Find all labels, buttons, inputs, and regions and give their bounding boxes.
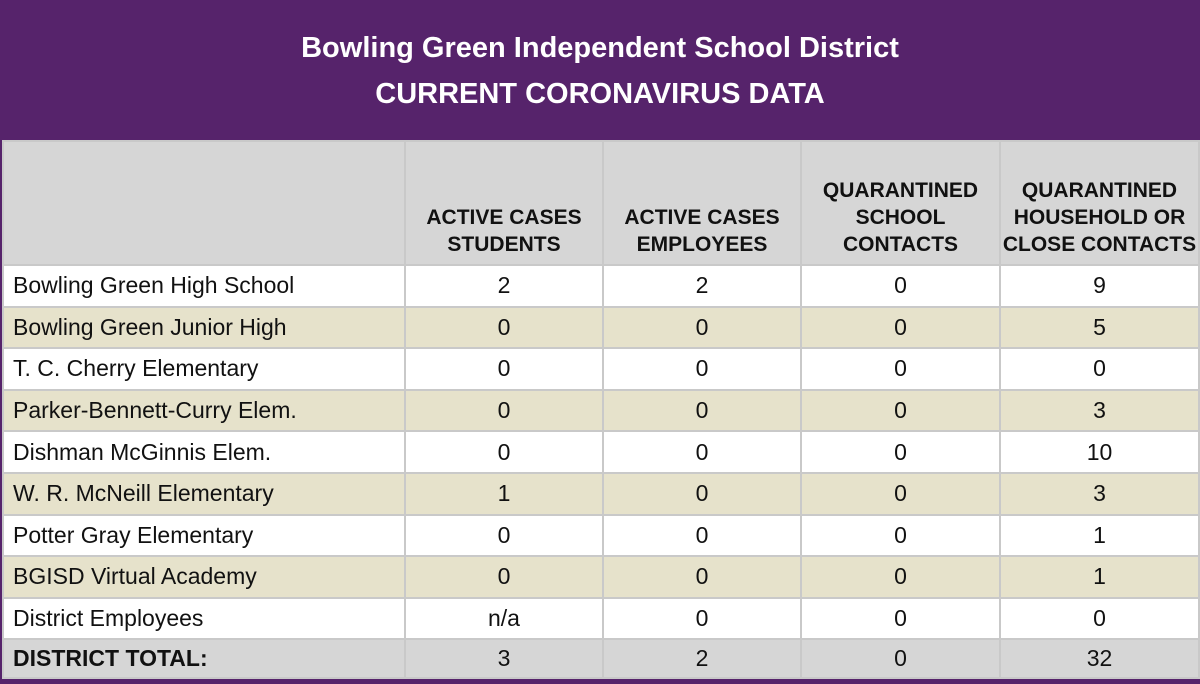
table-row: Parker-Bennett-Curry Elem. 0 0 0 3 (2, 388, 1200, 433)
table-row: Dishman McGinnis Elem. 0 0 0 10 (2, 430, 1200, 474)
active-students-cell: 1 (404, 471, 604, 516)
school-name: Bowling Green Junior High (2, 305, 406, 350)
school-contacts-cell: 0 (800, 596, 1001, 641)
school-contacts-cell: 0 (800, 430, 1001, 474)
school-name: Bowling Green High School (2, 264, 406, 308)
school-contacts-cell: 0 (800, 305, 1001, 350)
school-name: Dishman McGinnis Elem. (2, 430, 406, 474)
active-students-cell: 0 (404, 513, 604, 558)
household-contacts-cell: 3 (999, 471, 1200, 516)
school-name: District Employees (2, 596, 406, 641)
table-row: District Employees n/a 0 0 0 (2, 596, 1200, 641)
school-contacts-cell: 0 (800, 388, 1001, 433)
active-employees-cell: 0 (602, 555, 802, 599)
household-contacts-cell: 3 (999, 388, 1200, 433)
school-name: Parker-Bennett-Curry Elem. (2, 388, 406, 433)
total-row: DISTRICT TOTAL: 3 2 0 32 (2, 638, 1200, 680)
active-employees-cell: 0 (602, 388, 802, 433)
total-active-students: 3 (404, 638, 604, 680)
active-students-cell: 0 (404, 430, 604, 474)
household-contacts-cell: 0 (999, 347, 1200, 391)
active-employees-cell: 0 (602, 347, 802, 391)
school-contacts-cell: 0 (800, 264, 1001, 308)
total-label: DISTRICT TOTAL: (2, 638, 406, 680)
title-band: Bowling Green Independent School Distric… (0, 0, 1200, 140)
table-row: BGISD Virtual Academy 0 0 0 1 (2, 555, 1200, 599)
table-row: Bowling Green High School 2 2 0 9 (2, 264, 1200, 308)
active-students-cell: n/a (404, 596, 604, 641)
active-employees-cell: 0 (602, 513, 802, 558)
active-employees-cell: 0 (602, 430, 802, 474)
household-contacts-cell: 9 (999, 264, 1200, 308)
active-employees-cell: 0 (602, 596, 802, 641)
school-name: T. C. Cherry Elementary (2, 347, 406, 391)
table-row: Bowling Green Junior High 0 0 0 5 (2, 305, 1200, 350)
active-employees-cell: 2 (602, 264, 802, 308)
district-title: Bowling Green Independent School Distric… (301, 32, 899, 64)
school-contacts-cell: 0 (800, 513, 1001, 558)
table-row: Potter Gray Elementary 0 0 0 1 (2, 513, 1200, 558)
active-students-cell: 0 (404, 305, 604, 350)
active-employees-cell: 0 (602, 471, 802, 516)
household-contacts-cell: 5 (999, 305, 1200, 350)
active-students-cell: 0 (404, 388, 604, 433)
school-name: W. R. McNeill Elementary (2, 471, 406, 516)
table-row: W. R. McNeill Elementary 1 0 0 3 (2, 471, 1200, 516)
header-active-cases-employees: ACTIVE CASES EMPLOYEES (602, 140, 802, 266)
school-contacts-cell: 0 (800, 347, 1001, 391)
coronavirus-data-table: ACTIVE CASES STUDENTS ACTIVE CASES EMPLO… (2, 140, 1200, 680)
household-contacts-cell: 1 (999, 555, 1200, 599)
active-employees-cell: 0 (602, 305, 802, 350)
header-quarantined-school-contacts: QUARANTINED SCHOOL CONTACTS (800, 140, 1001, 266)
school-name: BGISD Virtual Academy (2, 555, 406, 599)
household-contacts-cell: 0 (999, 596, 1200, 641)
header-school (2, 140, 406, 266)
school-contacts-cell: 0 (800, 471, 1001, 516)
header-active-cases-students: ACTIVE CASES STUDENTS (404, 140, 604, 266)
school-name: Potter Gray Elementary (2, 513, 406, 558)
header-quarantined-household-contacts: QUARANTINED HOUSEHOLD OR CLOSE CONTACTS (999, 140, 1200, 266)
school-contacts-cell: 0 (800, 555, 1001, 599)
active-students-cell: 0 (404, 555, 604, 599)
total-school-contacts: 0 (800, 638, 1001, 680)
total-active-employees: 2 (602, 638, 802, 680)
report-subtitle: CURRENT CORONAVIRUS DATA (375, 78, 825, 110)
total-household-contacts: 32 (999, 638, 1200, 680)
header-row: ACTIVE CASES STUDENTS ACTIVE CASES EMPLO… (2, 140, 1200, 266)
household-contacts-cell: 10 (999, 430, 1200, 474)
table-row: T. C. Cherry Elementary 0 0 0 0 (2, 347, 1200, 391)
active-students-cell: 2 (404, 264, 604, 308)
active-students-cell: 0 (404, 347, 604, 391)
household-contacts-cell: 1 (999, 513, 1200, 558)
